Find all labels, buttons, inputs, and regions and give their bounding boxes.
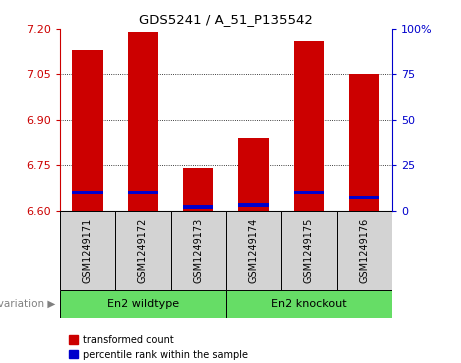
Text: GSM1249171: GSM1249171	[83, 218, 93, 283]
Bar	[238, 138, 269, 211]
Text: genotype/variation ▶: genotype/variation ▶	[0, 299, 55, 309]
Bar	[349, 196, 379, 200]
Legend: transformed count, percentile rank within the sample: transformed count, percentile rank withi…	[65, 331, 252, 363]
Text: GSM1249176: GSM1249176	[359, 218, 369, 283]
Text: GSM1249172: GSM1249172	[138, 218, 148, 283]
Bar	[337, 211, 392, 290]
Bar	[128, 32, 158, 211]
Bar	[183, 168, 213, 211]
Bar	[226, 290, 392, 318]
Bar	[128, 191, 158, 194]
Bar	[349, 74, 379, 211]
Text: GSM1249173: GSM1249173	[193, 218, 203, 283]
Bar	[72, 50, 103, 211]
Bar	[60, 211, 115, 290]
Bar	[294, 41, 324, 211]
Bar	[183, 205, 213, 208]
Text: GSM1249174: GSM1249174	[248, 218, 259, 283]
Text: En2 knockout: En2 knockout	[271, 299, 347, 309]
Title: GDS5241 / A_51_P135542: GDS5241 / A_51_P135542	[139, 13, 313, 26]
Bar	[294, 191, 324, 194]
Bar	[115, 211, 171, 290]
Bar	[238, 204, 269, 207]
Bar	[226, 211, 281, 290]
Bar	[72, 191, 103, 194]
Text: En2 wildtype: En2 wildtype	[107, 299, 179, 309]
Bar	[60, 290, 226, 318]
Bar	[171, 211, 226, 290]
Bar	[281, 211, 337, 290]
Text: GSM1249175: GSM1249175	[304, 218, 314, 283]
